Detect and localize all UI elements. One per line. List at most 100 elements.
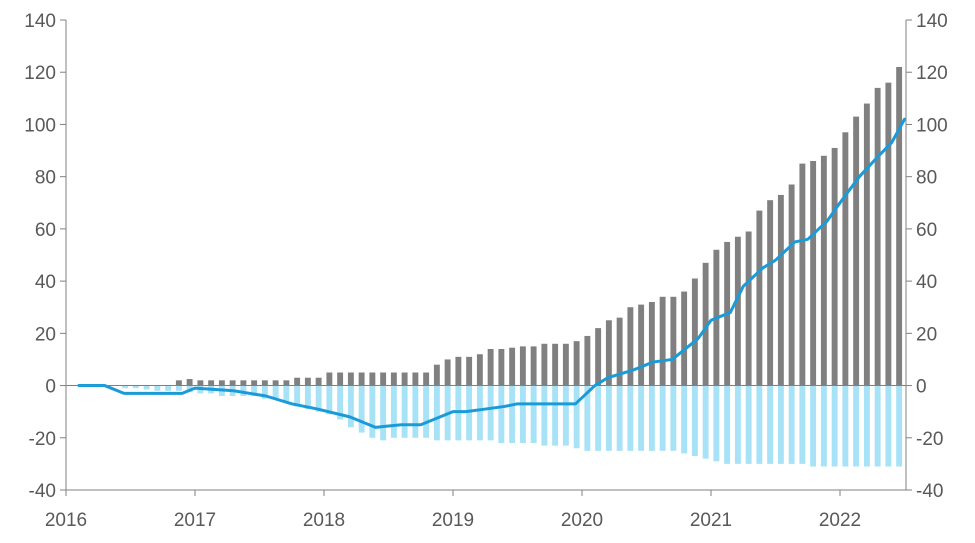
y-tick-label-right: 120 [916,63,948,84]
positive-bar-2018-04 [358,372,365,386]
y-tick-label-left: 40 [35,272,56,293]
positive-bar-2019-03 [476,354,483,386]
y-tick-label-right: -40 [916,481,943,502]
positive-bar-2017-11 [304,377,311,386]
negative-bar-2016-10 [165,385,172,391]
positive-bar-2022-06 [896,67,903,386]
negative-bar-2020-03 [605,385,612,451]
negative-bar-2019-06 [509,385,516,443]
negative-bar-2019-07 [519,385,526,443]
positive-bar-2018-01 [326,372,333,386]
positive-bar-2018-10 [423,372,430,386]
x-tick-label: 2019 [432,510,474,531]
positive-bar-2019-12 [573,341,580,386]
negative-bar-2018-08 [401,385,408,438]
negative-bar-2017-06 [251,385,258,396]
negative-bar-2018-05 [369,385,376,438]
positive-bar-2019-10 [552,343,559,386]
positive-bar-2017-01 [197,380,204,386]
positive-bar-2021-12 [831,147,838,386]
negative-bar-2020-11 [691,385,698,457]
positive-bar-2018-11 [433,364,440,386]
positive-bar-2020-03 [605,320,612,386]
x-tick-label: 2020 [561,510,603,531]
positive-bar-2018-09 [412,372,419,386]
negative-bar-2021-11 [820,385,827,467]
negative-bar-2021-05 [756,385,763,464]
positive-bar-2016-12 [186,379,193,386]
x-tick-label: 2016 [45,510,87,531]
negative-bar-2018-04 [358,385,365,433]
x-tick-label: 2022 [819,510,861,531]
positive-bar-2017-03 [218,380,225,386]
positive-bar-2017-06 [251,380,258,386]
positive-bar-2020-12 [702,262,709,386]
positive-bar-2020-11 [691,278,698,386]
positive-bar-2021-06 [767,200,774,386]
negative-bar-2020-08 [659,385,666,451]
negative-bar-2020-07 [648,385,655,451]
x-tick-label: 2021 [690,510,732,531]
negative-bar-2018-09 [412,385,419,438]
negative-bar-2019-12 [573,385,580,449]
positive-bar-2018-05 [369,372,376,386]
negative-bar-2021-02 [724,385,731,464]
positive-bar-2020-05 [627,307,634,386]
y-tick-label-right: 100 [916,115,948,136]
positive-bar-2018-03 [347,372,354,386]
bars-layer [122,67,903,467]
negative-bar-2020-05 [627,385,634,451]
negative-bar-2017-07 [261,385,268,399]
positive-bar-2017-04 [229,380,236,386]
positive-bar-2020-10 [681,291,688,386]
negative-bar-2016-06 [122,385,129,389]
positive-bar-2019-01 [455,356,462,386]
y-tick-label-right: 0 [916,377,927,398]
positive-bar-2019-08 [530,346,537,386]
positive-bar-2019-05 [498,349,505,386]
positive-bar-2020-09 [670,296,677,386]
negative-bar-2022-06 [896,385,903,467]
negative-bar-2016-07 [132,385,139,389]
y-tick-label-right: -20 [916,429,943,450]
y-tick-label-left: 0 [45,377,56,398]
negative-bar-2020-12 [702,385,709,459]
negative-bar-2019-05 [498,385,505,443]
negative-bar-2022-01 [842,385,849,467]
positive-bar-2018-07 [390,372,397,386]
negative-bar-2020-01 [584,385,591,451]
positive-bar-2017-10 [294,377,301,386]
negative-bar-2020-06 [638,385,645,451]
negative-bar-2020-10 [681,385,688,454]
line-series [77,117,906,429]
negative-bar-2020-02 [595,385,602,451]
y-tick-label-right: 20 [916,324,937,345]
positive-bar-2017-02 [208,380,215,386]
negative-bar-2021-12 [831,385,838,467]
negative-bar-2019-10 [552,385,559,446]
negative-bar-2019-03 [476,385,483,441]
positive-bar-2021-11 [820,155,827,386]
negative-bar-2016-09 [154,385,161,391]
positive-bar-2017-08 [272,380,279,386]
positive-bar-2020-07 [648,302,655,386]
negative-bar-2019-02 [466,385,473,441]
positive-bar-2020-06 [638,304,645,386]
positive-bar-2019-07 [519,346,526,386]
negative-bar-2022-04 [874,385,881,467]
line-layer [77,117,906,429]
negative-bar-2018-06 [380,385,387,441]
y-tick-label-left: 100 [24,115,56,136]
negative-bar-2018-11 [433,385,440,441]
positive-bar-2019-02 [466,356,473,386]
x-tick-label: 2018 [303,510,345,531]
y-tick-label-left: 120 [24,63,56,84]
negative-bar-2021-01 [713,385,720,462]
negative-bar-2019-04 [487,385,494,441]
positive-bar-2022-05 [885,82,892,386]
negative-bar-2021-07 [777,385,784,464]
negative-bar-2018-10 [423,385,430,438]
y-tick-label-left: 140 [24,11,56,32]
positive-bar-2021-03 [734,236,741,386]
positive-bar-2021-10 [810,161,817,386]
